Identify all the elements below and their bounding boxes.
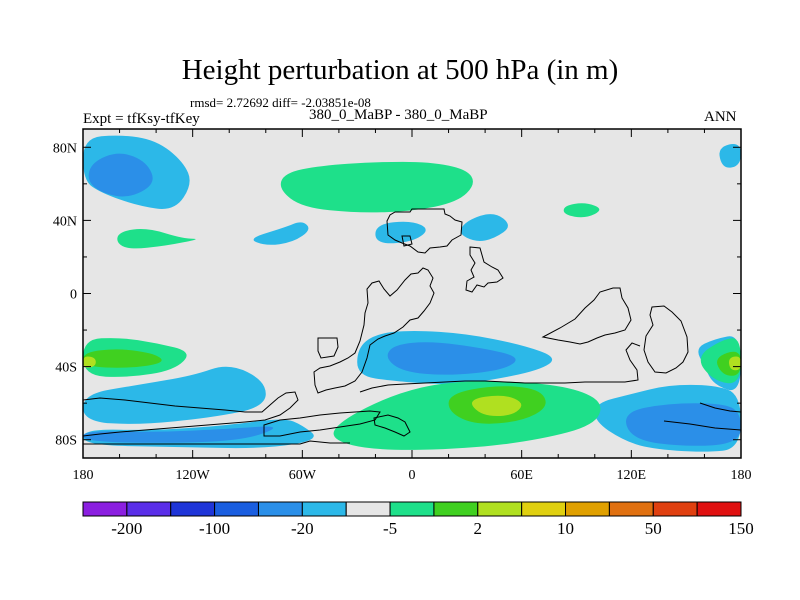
chart-title: Height perturbation at 500 hPa (in m) [181, 54, 619, 86]
y-axis: 80N 40N 0 40S 80S [53, 141, 741, 449]
coastline [401, 235, 413, 247]
x-tick-label: 120E [617, 468, 647, 483]
contour-region [83, 349, 162, 368]
coastline [373, 414, 411, 437]
contour-region [117, 229, 196, 249]
colorbar-swatch [257, 501, 303, 517]
coastline [465, 246, 504, 293]
colorbar: -200 -100 -20 -5 2 10 50 150 [82, 501, 754, 538]
colorbar-swatch [345, 501, 391, 517]
colorbar-swatch [389, 501, 435, 517]
colorbar-swatch [301, 501, 347, 517]
y-tick-label: 80N [53, 141, 77, 156]
coastline [699, 402, 741, 413]
contour-region [83, 426, 274, 443]
coastline [643, 305, 689, 374]
colorbar-swatch [433, 501, 479, 517]
x-tick-label: 180 [731, 468, 752, 483]
x-tick-label: 180 [73, 468, 94, 483]
contour-region [83, 356, 96, 368]
contour-region [280, 161, 473, 213]
contour-region [387, 342, 516, 375]
colorbar-swatch [477, 501, 523, 517]
coastline [313, 267, 435, 394]
coastline [541, 287, 632, 345]
coastline [83, 391, 299, 437]
colorbar-swatch [82, 501, 128, 517]
colorbar-label: -100 [199, 519, 230, 538]
contour-region [728, 356, 741, 371]
x-axis: 180 120W 60W 0 60E 120E 180 [73, 129, 752, 483]
x-tick-label: 120W [176, 468, 211, 483]
coastline [359, 342, 641, 393]
coastline [263, 410, 381, 437]
contour-region [563, 203, 600, 218]
colorbar-swatch [652, 501, 698, 517]
y-tick-label: 0 [70, 288, 77, 303]
colorbar-label: 50 [645, 519, 662, 538]
contour-region [626, 403, 741, 446]
colorbar-swatch [565, 501, 610, 517]
season-label: ANN [704, 109, 737, 125]
colorbar-swatch [521, 501, 567, 517]
contour-region [472, 395, 522, 416]
coastlines [83, 208, 741, 445]
colorbar-swatch [126, 501, 172, 517]
contour-region [253, 222, 309, 245]
contour-region [375, 221, 426, 244]
colorbar-label: 2 [474, 519, 483, 538]
colorbar-label: -5 [383, 519, 397, 538]
contour-region [719, 144, 741, 168]
y-tick-label: 40N [53, 214, 77, 229]
colorbar-label: 150 [728, 519, 754, 538]
colorbar-label: -20 [291, 519, 314, 538]
colorbar-label: -200 [111, 519, 142, 538]
coastline [663, 420, 741, 431]
experiment-label: Expt = tfKsy-tfKey [83, 111, 200, 127]
contour-region [88, 153, 153, 197]
contour-region [460, 214, 508, 242]
coastline [317, 337, 339, 359]
case-label: 380_0_MaBP - 380_0_MaBP [309, 107, 488, 123]
colorbar-label: 10 [557, 519, 574, 538]
y-tick-label: 40S [55, 361, 77, 376]
y-tick-label: 80S [55, 434, 77, 449]
colorbar-swatch [696, 501, 742, 517]
x-tick-label: 60W [289, 468, 317, 483]
coastline [386, 208, 463, 254]
x-tick-label: 60E [510, 468, 533, 483]
colorbar-swatch [170, 501, 216, 517]
colorbar-swatch [608, 501, 654, 517]
colorbar-swatch [214, 501, 259, 517]
x-tick-label: 0 [409, 468, 416, 483]
coastline [83, 440, 350, 445]
stats-text: rmsd= 2.72692 diff= -2.03851e-08 [190, 95, 371, 110]
